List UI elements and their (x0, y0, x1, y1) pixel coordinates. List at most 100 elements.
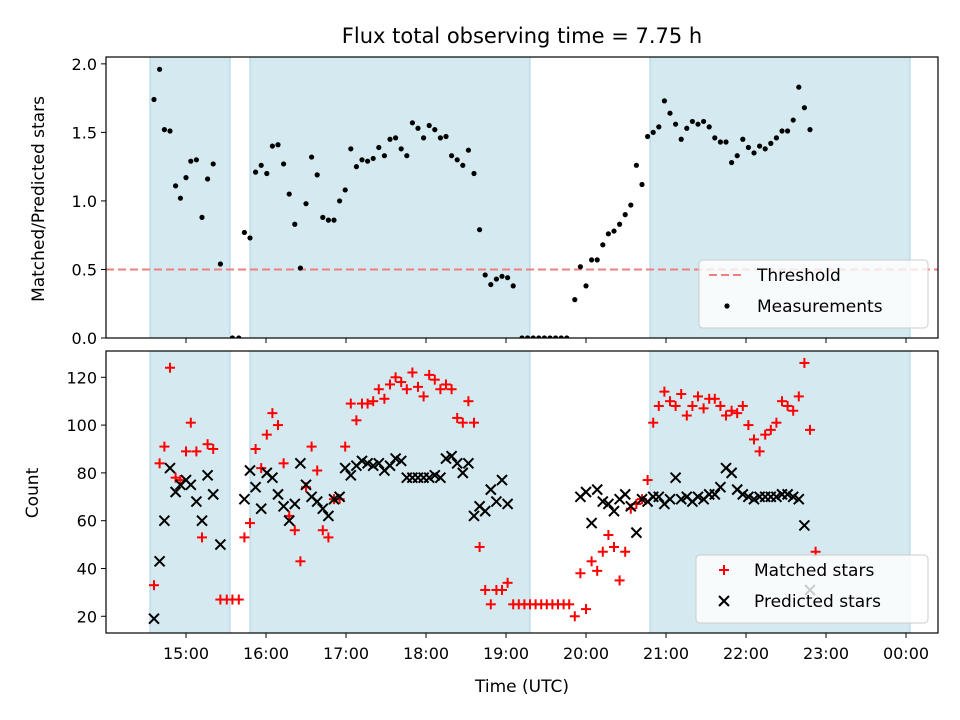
predicted-marker-b (445, 450, 458, 462)
predicted-star-point (485, 483, 497, 496)
predicted-star-point (479, 505, 491, 517)
matched-star-point (340, 441, 351, 452)
predicted-star-point (496, 474, 508, 486)
predicted-star-point (457, 467, 469, 479)
predicted-star-point (490, 495, 503, 508)
matched-star-point (497, 584, 507, 595)
measurement-point (510, 283, 516, 289)
measurement-point (740, 136, 746, 142)
measurement-point (577, 264, 584, 270)
predicted-star-point (244, 464, 256, 477)
predicted-marker-b (608, 505, 620, 517)
predicted-star-point (793, 493, 805, 505)
predicted-star-point (277, 500, 290, 513)
predicted-marker-b (196, 514, 208, 527)
matched-star-point (782, 400, 793, 411)
measurement-point (762, 146, 768, 152)
matched-star-point (175, 475, 186, 486)
predicted-marker-b (429, 469, 441, 481)
predicted-marker-b (793, 493, 805, 505)
bottom-legend-label: Matched stars (754, 561, 874, 581)
measurement-point (199, 214, 205, 220)
matched-star-point (191, 446, 202, 457)
predicted-star-point (602, 498, 615, 510)
measurement-point (673, 121, 679, 127)
measurement-point (432, 127, 438, 133)
legend-measurement-swatch (724, 303, 730, 309)
predicted-marker-b (720, 462, 732, 474)
measurement-point (628, 202, 634, 208)
matched-star-point (581, 604, 591, 615)
matched-star-point (777, 396, 787, 407)
matched-star-point (463, 396, 474, 407)
observing-span (249, 57, 531, 338)
matched-star-point (197, 532, 207, 543)
measurement-point (530, 335, 536, 338)
measurement-point (236, 335, 242, 338)
predicted-star-point (709, 488, 721, 501)
measurement-point (667, 110, 673, 116)
matched-star-point (502, 577, 513, 588)
bottom-axes-frame (105, 350, 939, 634)
top-y-tick-label: 1.0 (72, 192, 97, 211)
top-legend-label: Measurements (757, 297, 883, 317)
matched-star-point (250, 443, 261, 454)
matched-star-point (653, 400, 664, 411)
predicted-marker-b (636, 493, 648, 505)
predicted-marker-b (169, 486, 182, 498)
matched-star-point (765, 424, 776, 435)
x-tick-label: 22:00 (723, 644, 769, 663)
measurement-point (303, 201, 309, 207)
matched-star-point (603, 530, 614, 541)
predicted-star-point (153, 555, 166, 568)
bottom-y-tick-label: 80 (77, 464, 97, 483)
predicted-marker-b (356, 455, 368, 467)
predicted-star-point (255, 503, 267, 515)
matched-star-point (441, 379, 451, 390)
matched-star-point (256, 463, 267, 474)
measurement-point (205, 176, 211, 182)
measurement-point (348, 146, 354, 152)
predicted-star-point (591, 483, 603, 496)
matched-star-point (743, 420, 754, 431)
matched-star-point (351, 415, 362, 426)
predicted-star-point (283, 514, 295, 527)
predicted-marker-b (731, 483, 743, 496)
matched-star-point (693, 391, 703, 402)
predicted-marker-b (333, 491, 346, 503)
bottom-legend: Matched stars Predicted stars (695, 554, 929, 624)
predicted-marker-b (384, 460, 396, 472)
matched-star-point (306, 441, 317, 452)
predicted-marker-b (373, 457, 385, 470)
predicted-marker-b (496, 474, 508, 486)
top-legend: Threshold Measurements (698, 259, 929, 329)
predicted-star-point (148, 612, 160, 625)
matched-star-point (407, 367, 418, 378)
measurement-point (331, 217, 337, 223)
measurement-point (564, 335, 570, 338)
measurement-point (600, 242, 606, 248)
measurement-point (505, 275, 511, 281)
matched-star-point (323, 532, 334, 543)
measurement-point (314, 172, 320, 178)
predicted-marker-b (305, 491, 318, 503)
matched-star-point (726, 405, 737, 416)
matched-star-point (379, 393, 390, 404)
x-tick-label: 20:00 (563, 644, 609, 663)
predicted-marker-b (625, 500, 637, 513)
predicted-star-point (373, 457, 385, 470)
predicted-star-point (294, 457, 307, 470)
measurement-point (617, 221, 623, 227)
measurement-point (393, 135, 399, 141)
predicted-marker-b (692, 491, 704, 503)
measurement-point (161, 127, 167, 133)
measurement-point (519, 335, 525, 338)
predicted-marker-b (709, 488, 721, 501)
matched-star-point (575, 568, 586, 579)
predicted-star-point (630, 526, 643, 539)
predicted-marker-b (798, 519, 811, 532)
measurement-point (645, 133, 651, 140)
matched-star-point (793, 391, 804, 402)
measurement-point (701, 118, 707, 125)
matched-star-point (312, 465, 323, 476)
